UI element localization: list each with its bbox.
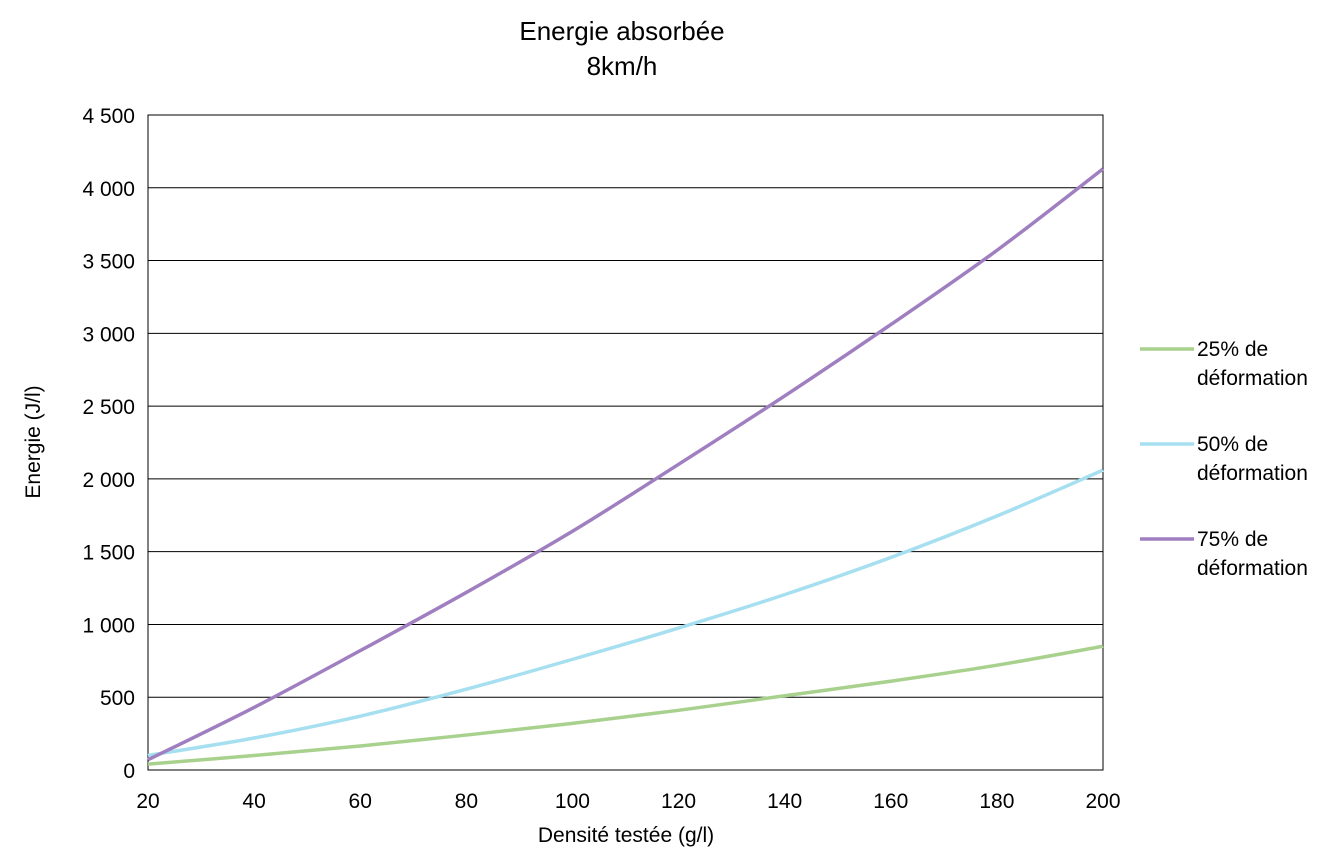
plot-area-border bbox=[147, 114, 1104, 771]
y-tick-label: 3 500 bbox=[82, 251, 135, 274]
y-tick-label: 4 000 bbox=[82, 178, 135, 201]
x-axis-ticks: 20 40 60 80 100 120 140 160 180 200 bbox=[136, 790, 1120, 813]
x-axis-label: Densité testée (g/l) bbox=[538, 824, 714, 847]
x-tick-label: 40 bbox=[242, 790, 265, 813]
gridlines bbox=[148, 187, 1103, 698]
legend-label: déformation bbox=[1197, 462, 1308, 485]
y-tick-label: 500 bbox=[100, 687, 135, 710]
legend-label: déformation bbox=[1197, 557, 1308, 580]
y-tick-label: 3 000 bbox=[82, 323, 135, 346]
series-line bbox=[147, 167, 1105, 762]
series-line bbox=[147, 644, 1104, 766]
x-tick-label: 200 bbox=[1085, 790, 1120, 813]
y-tick-label: 1 000 bbox=[82, 614, 135, 637]
legend-label: 50% de bbox=[1197, 433, 1268, 456]
series-line bbox=[147, 468, 1104, 758]
legend-label: 25% de bbox=[1197, 338, 1268, 361]
y-tick-label: 2 000 bbox=[82, 469, 135, 492]
x-tick-label: 60 bbox=[349, 790, 372, 813]
legend-label: 75% de bbox=[1197, 528, 1268, 551]
x-tick-label: 80 bbox=[455, 790, 478, 813]
y-axis-ticks: 0 500 1 000 1 500 2 000 2 500 3 000 3 500 4 000 4… bbox=[82, 105, 135, 783]
y-axis-label: Energie (J/l) bbox=[22, 385, 45, 498]
chart-title: Energie absorbée bbox=[519, 16, 724, 46]
y-tick-label: 2 500 bbox=[82, 396, 135, 419]
x-tick-label: 100 bbox=[555, 790, 590, 813]
legend-label: déformation bbox=[1197, 367, 1308, 390]
x-tick-label: 120 bbox=[661, 790, 696, 813]
legend-item: 50% de déformation bbox=[1140, 433, 1308, 485]
x-tick-label: 160 bbox=[873, 790, 908, 813]
x-tick-label: 20 bbox=[136, 790, 159, 813]
chart-subtitle: 8km/h bbox=[587, 51, 658, 81]
y-tick-label: 0 bbox=[123, 760, 135, 783]
x-tick-label: 140 bbox=[767, 790, 802, 813]
x-tick-label: 180 bbox=[979, 790, 1014, 813]
y-tick-label: 1 500 bbox=[82, 542, 135, 565]
legend-item: 25% de déformation bbox=[1140, 338, 1308, 390]
legend-item: 75% de déformation bbox=[1140, 528, 1308, 580]
y-tick-label: 4 500 bbox=[82, 105, 135, 128]
series-lines bbox=[147, 167, 1105, 766]
